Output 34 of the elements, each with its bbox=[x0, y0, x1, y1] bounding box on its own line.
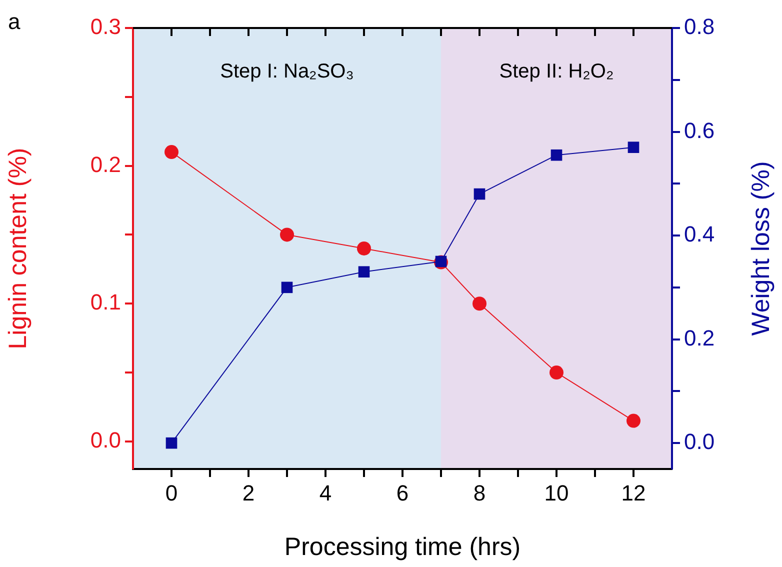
point bbox=[550, 149, 562, 161]
y2-axis-title: Weight loss (%) bbox=[746, 161, 775, 336]
point bbox=[358, 266, 370, 278]
point bbox=[164, 145, 178, 160]
point bbox=[280, 228, 294, 242]
y-tick-label: 0.0 bbox=[90, 428, 121, 452]
y2-tick-label: 0.2 bbox=[684, 325, 715, 350]
y-tick-label: 0.2 bbox=[90, 152, 121, 177]
x-tick-label: 6 bbox=[396, 480, 409, 506]
point bbox=[281, 282, 293, 294]
y2-tick-label: 0.0 bbox=[684, 429, 715, 454]
x-axis-title: Processing time (hrs) bbox=[284, 532, 521, 561]
point bbox=[626, 414, 640, 428]
x-tick-label: 2 bbox=[242, 480, 255, 506]
point bbox=[472, 296, 486, 311]
point bbox=[357, 242, 371, 256]
x-tick-label: 8 bbox=[473, 480, 486, 506]
y-axis-title: Lignin content (%) bbox=[4, 148, 32, 350]
text: a bbox=[8, 9, 21, 34]
x-tick-label: 12 bbox=[621, 480, 646, 506]
x-tick-label: 0 bbox=[165, 480, 178, 506]
point bbox=[550, 366, 564, 380]
point bbox=[166, 437, 178, 449]
y2-tick-label: 0.4 bbox=[684, 222, 715, 247]
point bbox=[474, 188, 486, 200]
y2-tick-label: 0.6 bbox=[684, 118, 715, 143]
x-tick-label: 10 bbox=[544, 480, 569, 506]
y2-tick-label: 0.8 bbox=[684, 14, 715, 40]
band-label: Step II: H₂O₂ bbox=[499, 60, 614, 83]
y-tick-label: 0.3 bbox=[90, 14, 121, 40]
point bbox=[628, 142, 640, 153]
x-tick-label: 4 bbox=[319, 480, 332, 506]
band-label: Step I: Na₂SO₃ bbox=[220, 60, 354, 83]
y-tick-label: 0.1 bbox=[90, 290, 121, 315]
